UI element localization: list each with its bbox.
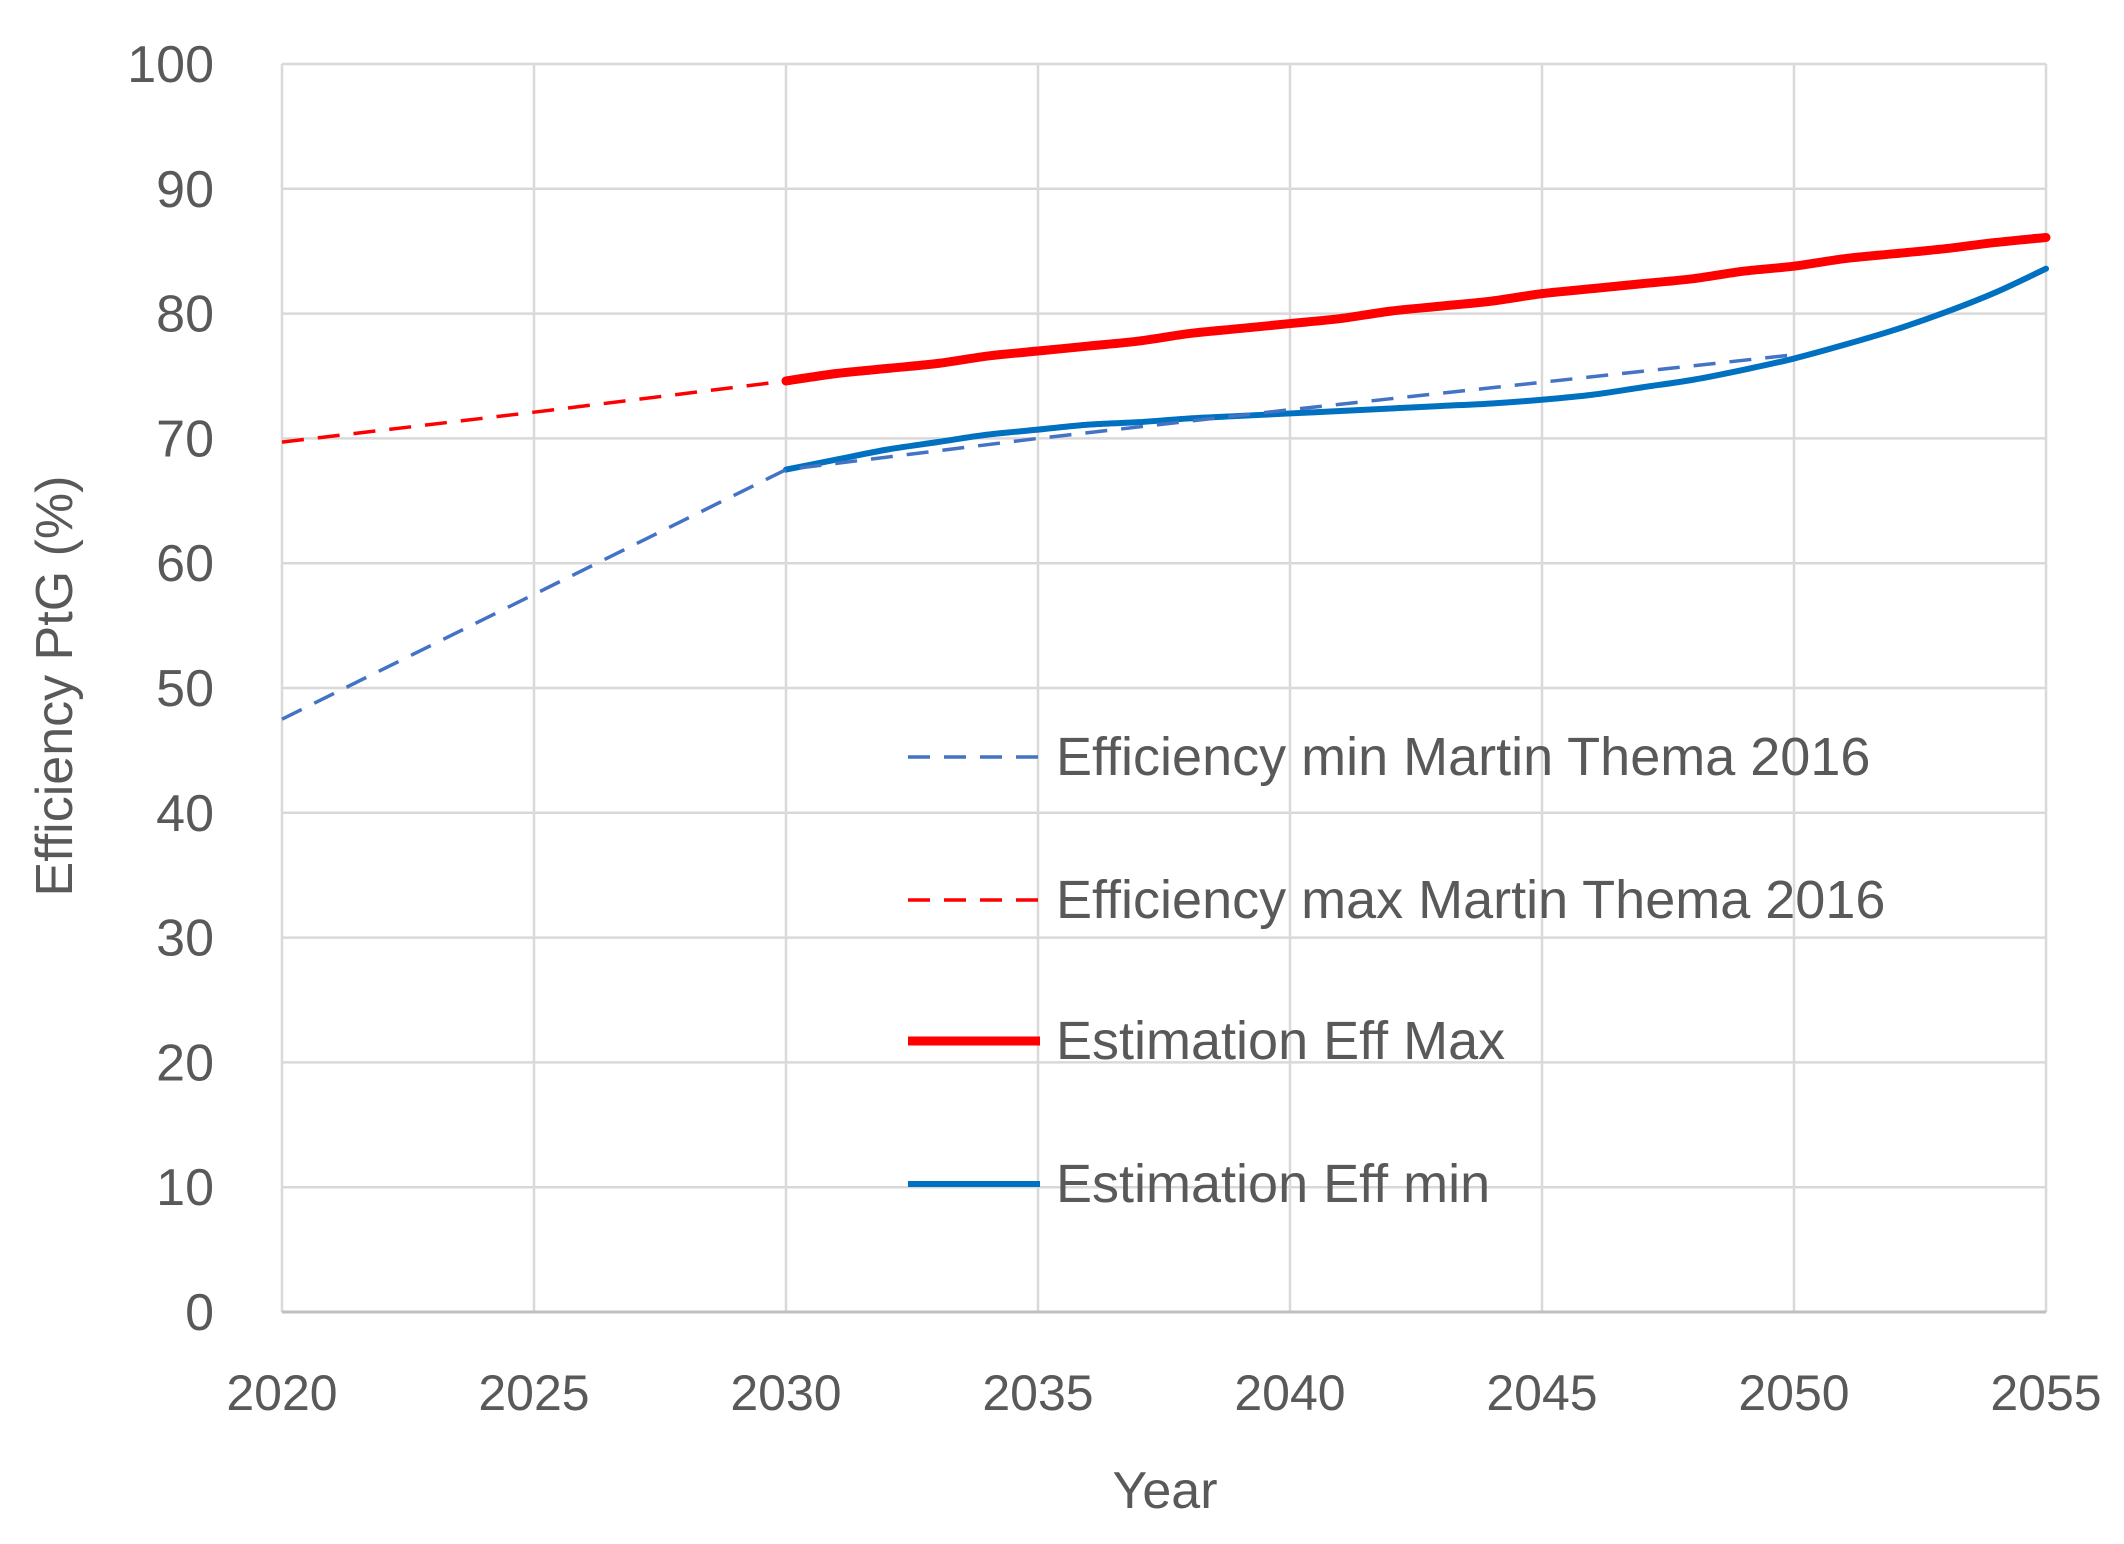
x-tick-label-2030: 2030	[730, 1365, 841, 1421]
series-layer	[281, 232, 2051, 721]
y-tick-label-30: 30	[156, 910, 214, 968]
legend-label-efficiency-max-martin-thema-2016: Efficiency max Martin Thema 2016	[1056, 870, 1885, 930]
y-tick-label-90: 90	[156, 161, 214, 219]
legend-label-estimation-eff-min: Estimation Eff min	[1056, 1154, 1490, 1214]
y-tick-label-40: 40	[156, 785, 214, 843]
y-tick-label-80: 80	[156, 286, 214, 344]
y-tick-label-20: 20	[156, 1034, 214, 1092]
y-tick-label-60: 60	[156, 535, 214, 593]
y-tick-label-10: 10	[156, 1159, 214, 1217]
y-tick-label-70: 70	[156, 410, 214, 468]
x-tick-label-2055: 2055	[1990, 1365, 2101, 1421]
series-line-estimation-eff-max	[781, 232, 2051, 386]
legend-label-efficiency-min-martin-thema-2016: Efficiency min Martin Thema 2016	[1056, 727, 1870, 787]
grid-layer	[280, 62, 2048, 1312]
y-tick-label-100: 100	[127, 36, 214, 94]
x-tick-label-2025: 2025	[478, 1365, 589, 1421]
series-line-estimation-eff-min	[783, 265, 2049, 473]
x-tick-label-2020: 2020	[226, 1365, 337, 1421]
x-tick-label-2045: 2045	[1486, 1365, 1597, 1421]
y-tick-label-50: 50	[156, 660, 214, 718]
y-tick-label-0: 0	[185, 1284, 214, 1342]
x-axis-title: Year	[1112, 1462, 1217, 1520]
x-tick-label-2035: 2035	[982, 1365, 1093, 1421]
series-line-efficiency-max-martin-thema-2016	[281, 379, 787, 444]
x-tick-label-2040: 2040	[1234, 1365, 1345, 1421]
y-axis-title: Efficiency PtG (%)	[26, 476, 84, 897]
x-tick-label-2050: 2050	[1738, 1365, 1849, 1421]
legend: Efficiency min Martin Thema 2016 Efficien…	[908, 727, 1885, 1214]
legend-label-estimation-eff-max: Estimation Eff Max	[1056, 1011, 1505, 1071]
